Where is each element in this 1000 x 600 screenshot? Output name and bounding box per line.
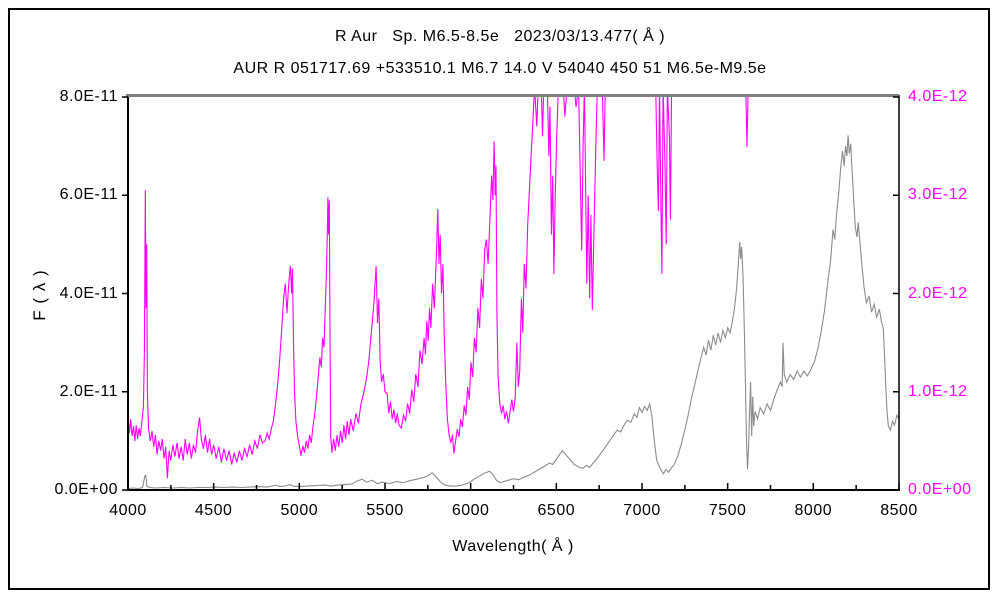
x-axis-tick-label: 6000	[451, 502, 490, 519]
x-axis-tick-label: 6500	[537, 502, 576, 519]
x-axis-tick-label: 8500	[880, 502, 918, 519]
x-axis-tick-label: 4500	[194, 502, 233, 519]
magenta-spectrum-right-axis	[128, 96, 749, 479]
left-axis-tick-label: 4.0E-11	[59, 284, 118, 302]
chart-subtitle: AUR R 051717.69 +533510.1 M6.7 14.0 V 54…	[233, 60, 767, 77]
right-axis-tick-label: 3.0E-12	[908, 186, 968, 204]
x-axis-tick-label: 5500	[366, 502, 404, 519]
left-axis-tick-label: 6.0E-11	[59, 186, 118, 204]
right-axis-tick-label: 0.0E+00	[908, 481, 972, 498]
right-axis-tick-label: 1.0E-12	[908, 382, 968, 400]
x-axis-title: Wavelength( Å )	[452, 538, 574, 555]
x-axis-tick-label: 5000	[280, 502, 319, 519]
x-axis-tick-label: 7500	[708, 502, 747, 519]
left-axis-tick-label: 2.0E-11	[59, 382, 118, 400]
left-axis-tick-label: 8.0E-11	[59, 88, 118, 105]
x-axis-tick-label: 8000	[794, 502, 833, 519]
right-axis-tick-label: 4.0E-12	[908, 88, 968, 105]
figure-border	[8, 8, 990, 590]
x-axis-tick-label: 7000	[623, 502, 661, 519]
right-axis-tick-label: 2.0E-12	[908, 284, 968, 302]
gray-spectrum-left-axis	[128, 135, 899, 490]
x-axis-tick-label: 4000	[109, 502, 147, 519]
left-axis-tick-label: 0.0E+00	[54, 481, 118, 498]
chart-title: R Aur Sp. M6.5-8.5e 2023/03/13.477( Å )	[334, 28, 666, 45]
